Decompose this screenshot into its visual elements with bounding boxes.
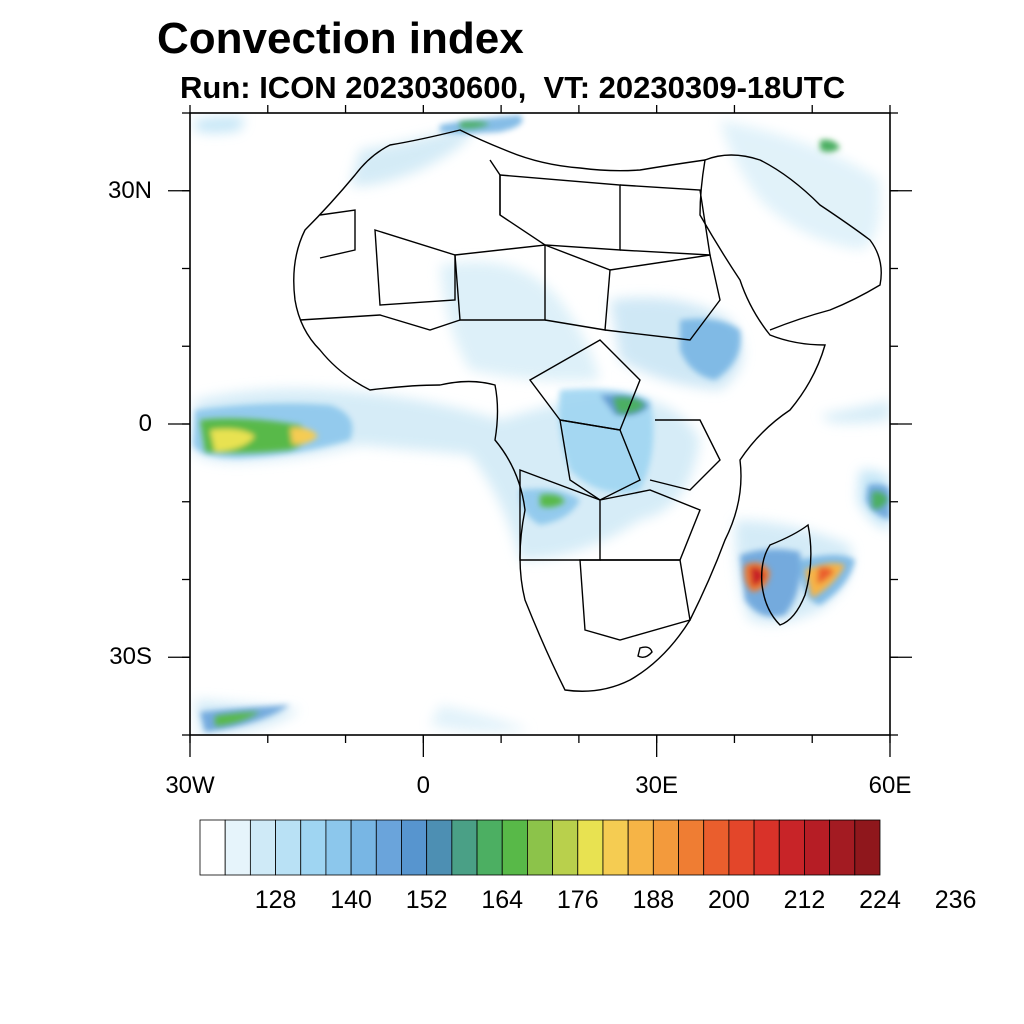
lat-tick-label: 0 [138, 410, 152, 437]
colorbar-swatch [375, 819, 402, 876]
colorbar-swatch [476, 819, 503, 876]
colorbar-swatch [804, 819, 831, 876]
colorbar-swatch [577, 819, 604, 876]
colorbar-tick-label: 152 [405, 886, 448, 914]
colorbar-swatch [527, 819, 553, 876]
axis-ticks [168, 105, 912, 757]
colorbar-tick-label: 212 [783, 886, 826, 914]
lon-tick-label: 60E [868, 772, 912, 799]
lon-tick-label: 0 [416, 772, 431, 799]
plot-subtitle: Run: ICON 2023030600, VT: 20230309-18UTC [180, 70, 846, 105]
colorbar-swatch [602, 819, 629, 876]
colorbar-swatch [401, 819, 428, 876]
lon-tick-label: 30W [165, 772, 215, 799]
colorbar-tick-label: 176 [556, 886, 599, 914]
colorbar-swatch [451, 819, 478, 876]
colorbar-swatch [552, 819, 579, 876]
colorbar-swatch [350, 819, 377, 876]
convection-field [192, 115, 890, 735]
colorbar-swatch [652, 819, 679, 876]
lat-tick-label: 30N [107, 176, 152, 204]
colorbar-swatch [753, 819, 780, 876]
colorbar-swatch [778, 819, 805, 876]
colorbar-swatch [728, 819, 755, 876]
colorbar-swatch [678, 819, 705, 876]
colorbar-tick-label: 236 [934, 886, 977, 914]
colorbar-tick-label: 140 [330, 886, 372, 914]
colorbar-swatch [426, 819, 453, 876]
colorbar-swatch [829, 819, 856, 876]
colorbar-tick-label: 128 [254, 886, 297, 914]
colorbar-tick-label: 200 [708, 886, 750, 914]
colorbar-swatch [325, 819, 352, 876]
plot-title: Convection index [157, 14, 524, 63]
colorbar-swatch [249, 819, 276, 876]
colorbar-swatch [627, 819, 654, 876]
colorbar-swatch [501, 819, 528, 876]
coastlines [293, 129, 882, 692]
colorbar-tick-label: 164 [481, 886, 524, 914]
colorbar-tick-label: 188 [632, 886, 675, 914]
colorbar-swatch [199, 819, 226, 876]
colorbar-swatch [854, 819, 881, 876]
lon-tick-label: 30E [635, 772, 679, 799]
colorbar-swatch [300, 819, 327, 876]
colorbar-swatch [224, 819, 251, 876]
lat-tick-label: 30S [109, 643, 152, 671]
colorbar-tick-label: 224 [859, 886, 901, 914]
colorbar-swatch [275, 819, 302, 876]
colorbar-swatch [703, 819, 730, 876]
